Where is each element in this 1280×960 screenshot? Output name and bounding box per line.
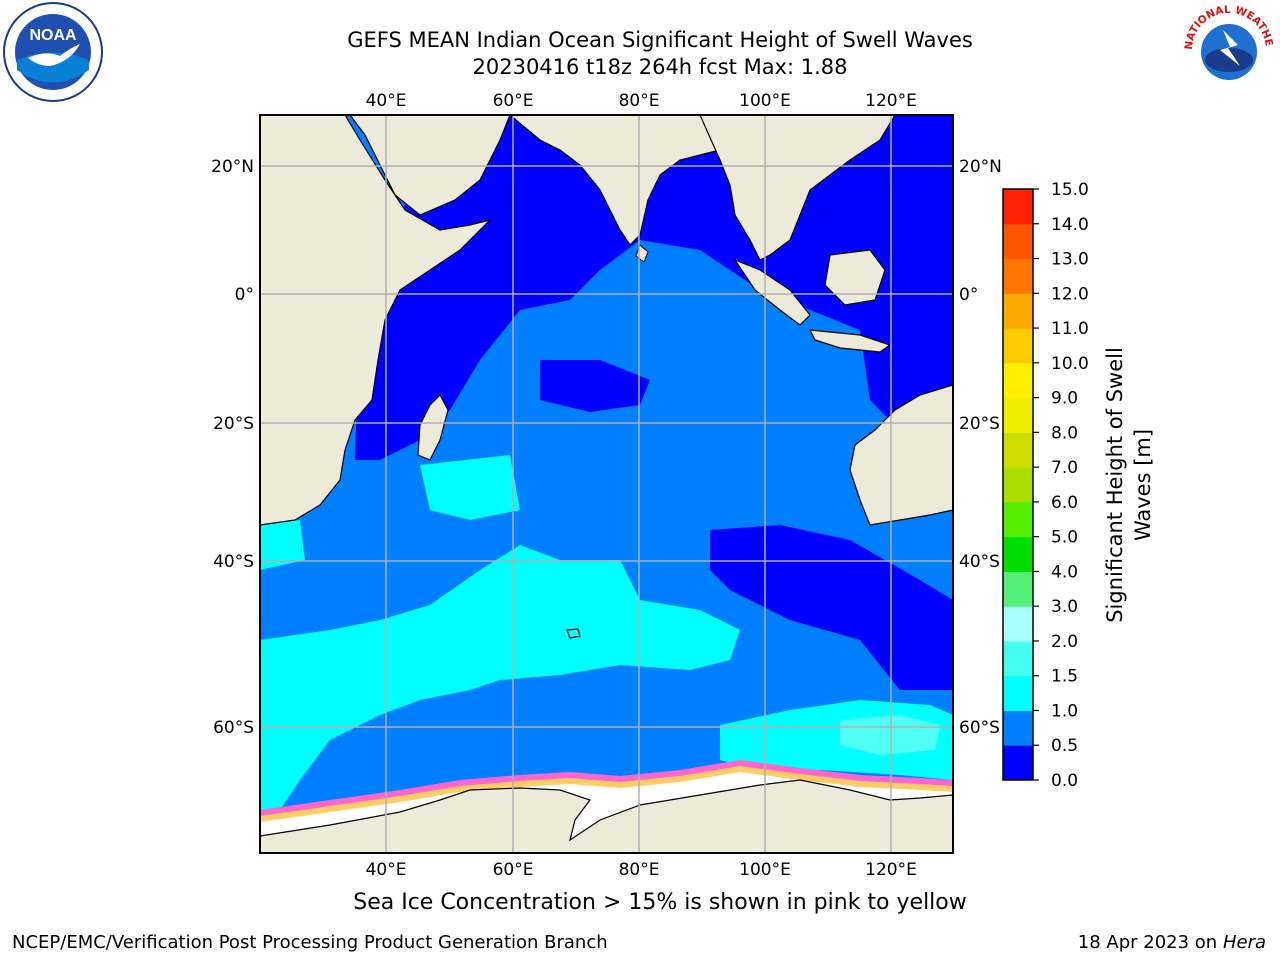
land-borneo [824,249,886,306]
swell-high-west [420,455,520,520]
colorbar-swatch [1003,675,1033,711]
lon-tick: 120°E [865,860,917,880]
colorbar-swatch [1003,745,1033,781]
colorbar-label: 3.0 [1051,597,1078,617]
colorbar-swatch [1003,606,1033,642]
lat-tick: 40°S [213,552,254,572]
lon-tick: 80°E [619,860,660,880]
land-antarctica [260,779,953,853]
lon-tick: 40°E [366,860,407,880]
lon-tick: 80°E [619,91,660,111]
colorbar-swatch [1003,571,1033,607]
land-java [808,329,892,353]
colorbar-label: 0.0 [1051,771,1078,791]
colorbar-label: 1.5 [1051,667,1078,687]
colorbar-label: 15.0 [1051,180,1089,200]
colorbar-swatch [1003,501,1033,538]
colorbar-label: 7.0 [1051,458,1078,478]
swell-low-southeast [710,525,953,690]
colorbar-label: 14.0 [1051,215,1089,235]
lat-labels-left: 20°N 0° 20°S 40°S 60°S [211,157,254,738]
colorbar-swatch [1003,710,1033,746]
lat-labels-right: 20°N 0° 20°S 40°S 60°S [959,157,1002,738]
colorbar-label: 11.0 [1051,319,1089,339]
colorbar-label: 9.0 [1051,389,1078,409]
lon-tick: 40°E [366,91,407,111]
lat-tick: 60°S [959,718,1000,738]
lon-tick: 60°E [493,860,534,880]
colorbar-label: 1.0 [1051,701,1078,721]
map-frame [259,114,954,854]
colorbar-swatch [1003,432,1033,468]
map-area[interactable] [260,115,953,853]
land-kerguelen [566,628,581,639]
colorbar-label: 10.0 [1051,354,1089,374]
colorbar-label: 5.0 [1051,528,1078,548]
chart-title-line1: GEFS MEAN Indian Ocean Significant Heigh… [347,28,973,52]
run-date: 18 Apr 2023 on Hera [1078,932,1266,953]
lat-tick: 20°S [213,414,254,434]
colorbar-label: 2.0 [1051,632,1078,652]
colorbar-swatch [1003,293,1033,329]
colorbar-label: 12.0 [1051,284,1089,304]
nws-logo: NATIONAL WEATHER SERVICE [1178,0,1276,97]
lat-tick: 60°S [213,718,254,738]
lon-tick: 60°E [493,91,534,111]
lat-tick: 20°S [959,414,1000,434]
colorbar: 0.0 0.5 1.0 1.5 2.0 3.0 4.0 5.0 6.0 7.0 8.0 9.0 10.0… [1002,180,1089,791]
lon-labels-top: 40°E 60°E 80°E 100°E 120°E [366,91,917,111]
land-india [509,115,721,246]
noaa-logo: NOAA [3,2,103,102]
colorbar-swatch [1003,223,1033,260]
colorbar-title-line1: Significant Height of Swell [1103,347,1127,623]
lat-tick: 0° [235,285,254,305]
colorbar-label: 0.5 [1051,736,1078,756]
run-date-prefix: 18 Apr 2023 on [1077,932,1223,953]
land-australia [849,384,953,526]
lon-tick: 100°E [739,860,791,880]
colorbar-swatch [1003,328,1033,364]
colorbar-title-line2: Waves [m] [1131,429,1155,541]
gridlines [260,115,953,853]
land-southeast-asia [699,115,896,261]
colorbar-swatch [1003,189,1033,225]
noaa-logo-text: NOAA [29,27,77,44]
lat-tick: 40°S [959,552,1000,572]
colorbar-swatch [1003,640,1033,677]
swell-low-patch [540,360,650,412]
lat-tick: 0° [959,285,978,305]
colorbar-swatch [1003,397,1033,433]
lon-tick: 100°E [739,91,791,111]
colorbar-swatch [1003,258,1033,294]
lon-labels-bottom: 40°E 60°E 80°E 100°E 120°E [366,860,917,880]
run-machine: Hera [1222,932,1266,953]
colorbar-label: 8.0 [1051,423,1078,443]
swell-high-central [260,545,740,810]
colorbar-label: 6.0 [1051,493,1078,513]
colorbar-label: 4.0 [1051,562,1078,582]
land-madagascar [417,394,449,461]
swell-high-west2 [260,520,305,570]
swell-higher-east [840,715,940,755]
lat-tick: 20°N [959,157,1002,177]
colorbar-swatch [1003,362,1033,399]
colorbar-swatch [1003,467,1033,503]
lat-tick: 20°N [211,157,254,177]
producer-credit: NCEP/EMC/Verification Post Processing Pr… [12,932,608,953]
colorbar-frame [1002,188,1034,781]
colorbar-swatch [1003,536,1033,572]
chart-title-line2: 20230416 t18z 264h fcst Max: 1.88 [472,55,848,79]
colorbar-label: 13.0 [1051,250,1089,270]
sea-ice-note: Sea Ice Concentration > 15% is shown in … [353,890,967,915]
land-arabia [349,115,511,216]
lon-tick: 120°E [865,91,917,111]
